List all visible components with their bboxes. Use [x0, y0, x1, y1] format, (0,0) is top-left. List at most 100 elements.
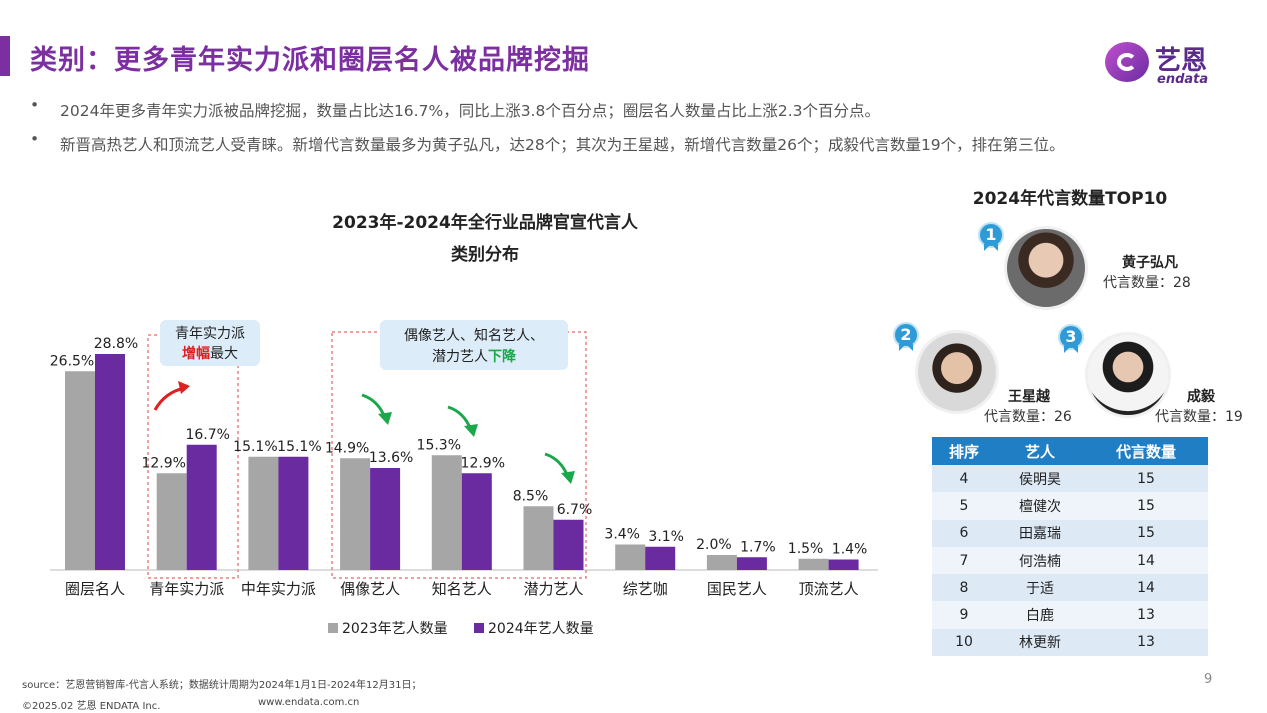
rank-cell: 10	[932, 628, 997, 657]
bar-2023	[615, 544, 646, 570]
legend-swatch-2023	[328, 623, 338, 633]
logo-cn-text: 艺恩	[1155, 46, 1208, 76]
bullet-dot-icon: •	[30, 96, 40, 114]
x-tick-label: 国民艺人	[707, 580, 767, 598]
bar-2024	[370, 468, 401, 570]
artist-cell: 侯明昊	[996, 465, 1084, 493]
count-cell: 13	[1083, 601, 1208, 629]
x-tick-label: 综艺咖	[623, 580, 668, 598]
avatar-rank-1	[1004, 226, 1088, 310]
data-label: 28.8%	[94, 336, 138, 352]
rank-cell: 9	[932, 601, 997, 629]
callout-rise-box	[160, 320, 260, 366]
endata-logo: 艺恩 endata	[1105, 40, 1230, 88]
page-number: 9	[1204, 672, 1213, 687]
bar-2024	[553, 519, 584, 570]
copyright: ©2025.02 艺恩 ENDATA Inc.	[22, 701, 161, 712]
bullet-text: 2024年更多青年实力派被品牌挖掘，数量占比达16.7%，同比上涨3.8个百分点…	[60, 102, 880, 120]
down-arrow-head-icon	[561, 471, 575, 484]
bar-2024	[645, 546, 676, 570]
endata-logo-icon	[1105, 42, 1149, 82]
title-accent-bar	[0, 36, 10, 76]
table-row: 8 于适 14	[932, 574, 1208, 602]
rank-cell: 7	[932, 546, 997, 575]
artist-cell: 檀健次	[996, 492, 1084, 520]
data-label: 13.6%	[369, 450, 413, 466]
table-row: 9 白鹿 13	[932, 601, 1208, 629]
callout-rise-line2: 增幅最大	[182, 345, 238, 362]
bar-2024	[95, 354, 125, 570]
x-tick-label: 中年实力派	[241, 580, 316, 598]
chart-subtitle: 类别分布	[451, 245, 519, 265]
table-row: 10 林更新 13	[932, 628, 1208, 657]
rank-cell: 4	[932, 465, 997, 493]
bar-2023	[798, 558, 829, 570]
rank-cell: 5	[932, 492, 997, 520]
data-label: 8.5%	[513, 488, 549, 504]
x-tick-label: 顶流艺人	[799, 580, 859, 598]
website-link[interactable]: www.endata.com.cn	[258, 697, 360, 708]
callout-fall-box	[380, 320, 568, 370]
column-header-count: 代言数量	[1083, 437, 1208, 465]
table-row: 4 侯明昊 15	[932, 465, 1208, 493]
data-label: 15.1%	[277, 439, 321, 455]
data-label: 6.7%	[557, 502, 593, 518]
bullet-dot-icon: •	[30, 130, 40, 148]
data-label: 15.3%	[417, 437, 461, 453]
count-cell: 14	[1083, 574, 1208, 602]
bar-2023	[156, 473, 187, 570]
count-cell: 13	[1083, 628, 1208, 657]
callout-fall-line2: 潜力艺人下降	[432, 348, 517, 365]
callout-fall-line1: 偶像艺人、知名艺人、	[404, 327, 544, 344]
data-label: 12.9%	[141, 455, 185, 471]
table-row: 7 何浩楠 14	[932, 546, 1208, 575]
x-tick-label: 偶像艺人	[340, 580, 400, 598]
data-label: 14.9%	[325, 440, 369, 456]
rank-table: 排序 艺人 代言数量 4 侯明昊 15 5 檀健次 15 6 田嘉瑞 15 7 何浩楠 14 8 于适 14…	[932, 437, 1208, 657]
up-arrow-head-icon	[178, 381, 190, 394]
table-row: 5 檀健次 15	[932, 492, 1208, 520]
source-note: source：艺恩营销智库-代言人系统；数据统计周期为2024年1月1日-202…	[22, 680, 422, 691]
count-cell: 15	[1083, 465, 1208, 493]
down-arrow-head-icon	[378, 412, 392, 425]
podium-2-count: 代言数量：26	[984, 409, 1072, 425]
avatar-rank-3	[1085, 332, 1171, 418]
legend-label-2023: 2023年艺人数量	[342, 621, 448, 637]
data-label: 1.7%	[740, 539, 776, 555]
data-label: 1.5%	[788, 541, 824, 557]
top10-title: 2024年代言数量TOP10	[972, 189, 1168, 209]
down-arrow-head-icon	[464, 424, 478, 437]
data-label: 3.4%	[604, 527, 640, 543]
callout-rise-highlight: 增幅	[182, 345, 210, 362]
data-label: 1.4%	[832, 542, 868, 558]
callout-fall-highlight: 下降	[488, 348, 517, 365]
count-cell: 15	[1083, 492, 1208, 520]
artist-cell: 于适	[996, 574, 1084, 602]
bar-2024	[461, 473, 492, 570]
podium-1-name: 黄子弘凡	[1122, 255, 1178, 271]
table-row: 6 田嘉瑞 15	[932, 519, 1208, 547]
x-tick-label: 知名艺人	[432, 580, 492, 598]
column-header-rank: 排序	[932, 437, 997, 465]
bar-2023	[706, 555, 737, 570]
avatar-rank-2	[915, 330, 999, 414]
bullet-text: 新晋高热艺人和顶流艺人受青睐。新增代言数量最多为黄子弘凡，达28个；其次为王星越…	[60, 136, 1065, 154]
rank-cell: 6	[932, 519, 997, 547]
data-label: 3.1%	[648, 529, 684, 545]
rank-cell: 8	[932, 574, 997, 602]
page-title: 类别：更多青年实力派和圈层名人被品牌挖掘	[30, 45, 590, 76]
x-tick-label: 潜力艺人	[523, 580, 583, 598]
chart-legend: 2023年艺人数量 2024年艺人数量	[328, 621, 594, 637]
podium-3-count: 代言数量：19	[1155, 409, 1243, 425]
artist-cell: 何浩楠	[996, 546, 1084, 575]
rank-table-header-row: 排序 艺人 代言数量	[932, 437, 1208, 465]
rank-2-medal-icon: 2	[893, 322, 919, 352]
x-tick-label: 青年实力派	[149, 580, 224, 598]
callout-fall-pre: 潜力艺人	[432, 349, 488, 365]
podium-3-name: 成毅	[1187, 389, 1215, 405]
x-tick-label: 圈层名人	[65, 580, 125, 598]
bar-2024	[278, 456, 309, 570]
legend-label-2024: 2024年艺人数量	[488, 621, 594, 637]
chart-annotations: 青年实力派 增幅最大 偶像艺人、知名艺人、 潜力艺人下降	[147, 320, 587, 579]
